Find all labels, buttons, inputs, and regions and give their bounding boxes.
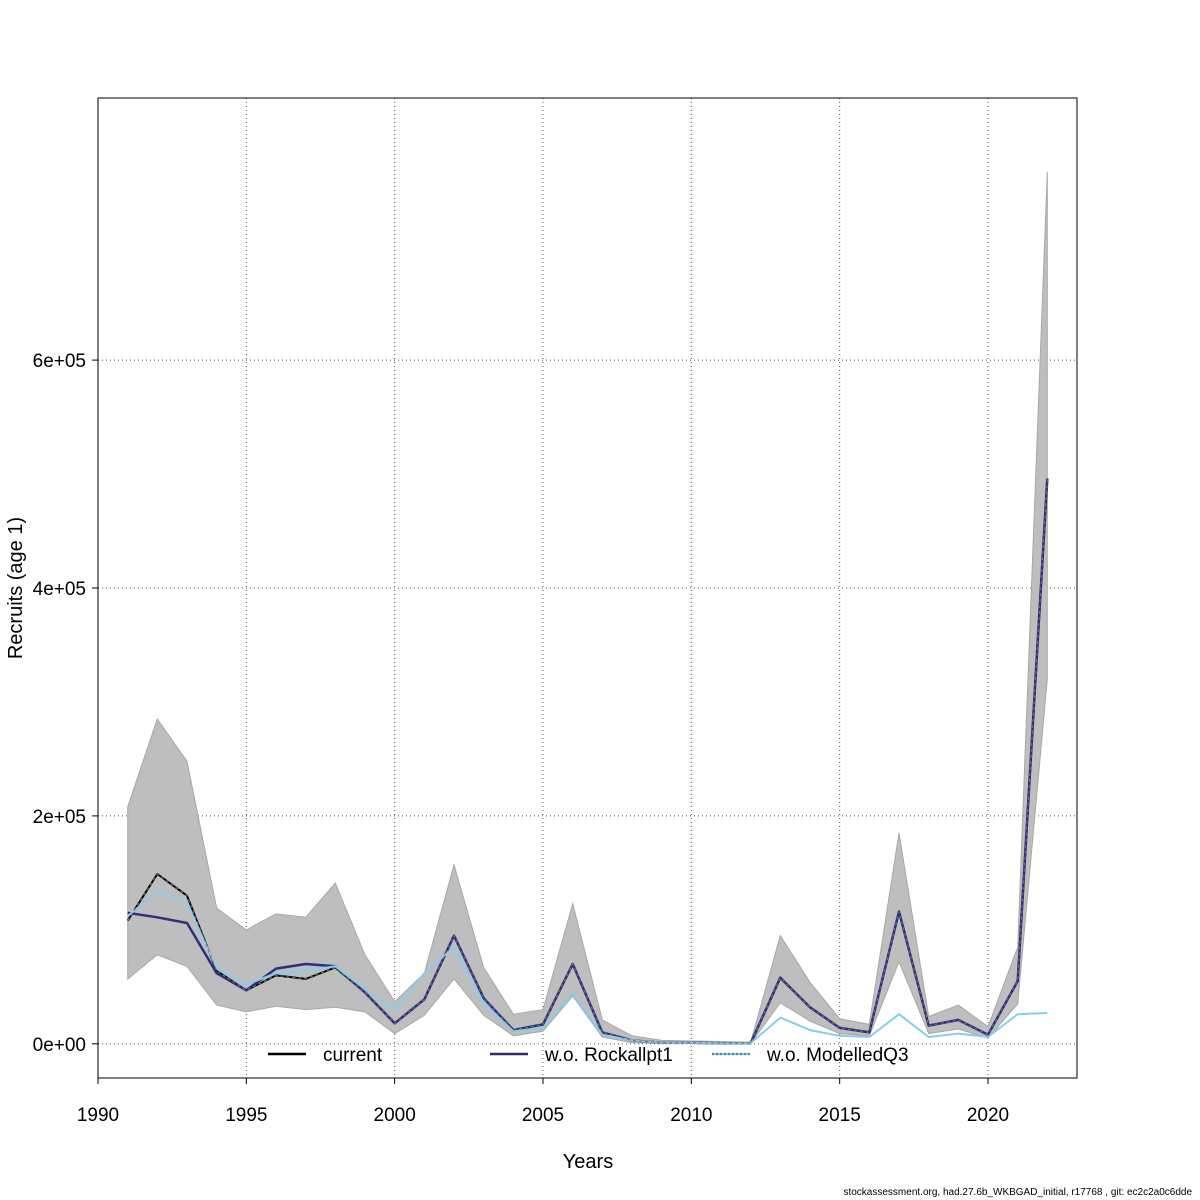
x-tick-label: 2020 xyxy=(967,1105,1009,1126)
x-axis: 1990 1995 2000 2005 2010 2015 2020 xyxy=(77,1077,1009,1126)
series-line-current-dash xyxy=(127,478,1048,1044)
y-tick-label: 2e+05 xyxy=(33,807,86,828)
x-tick-label: 1995 xyxy=(225,1105,267,1126)
x-tick-label: 2000 xyxy=(374,1105,416,1126)
x-tick-label: 2015 xyxy=(819,1105,861,1126)
x-tick-label: 2010 xyxy=(670,1105,712,1126)
footer-credit: stockassessment.org, had.27.6b_WKBGAD_in… xyxy=(843,1187,1192,1198)
x-tick-label: 1990 xyxy=(77,1105,119,1126)
legend: current w.o. Rockallpt1 w.o. ModelledQ3 xyxy=(268,1045,909,1066)
confidence-band xyxy=(127,172,1048,1045)
legend-label-w-o-rockallpt1: w.o. Rockallpt1 xyxy=(544,1045,673,1066)
y-tick-label: 0e+00 xyxy=(33,1035,86,1056)
series-line-w-o-modelledq3 xyxy=(127,890,1048,1045)
y-tick-label: 4e+05 xyxy=(33,579,86,600)
y-tick-label: 6e+05 xyxy=(33,351,86,372)
confidence-band-layer xyxy=(127,172,1048,1045)
y-axis: 0e+00 2e+05 4e+05 6e+05 xyxy=(33,351,99,1056)
y-axis-label: Recruits (age 1) xyxy=(5,517,27,659)
series-lines-layer xyxy=(126,478,1049,1045)
x-axis-label: Years xyxy=(563,1151,613,1173)
x-tick-label: 2005 xyxy=(522,1105,564,1126)
legend-label-current: current xyxy=(323,1045,383,1066)
legend-label-w-o-modelledq3: w.o. ModelledQ3 xyxy=(766,1045,909,1066)
